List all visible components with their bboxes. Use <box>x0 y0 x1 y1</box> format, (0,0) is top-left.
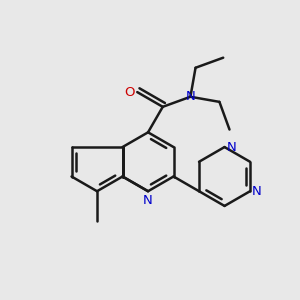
Text: O: O <box>124 85 134 99</box>
Text: N: N <box>186 90 195 103</box>
Text: N: N <box>252 185 262 198</box>
Text: N: N <box>143 194 153 207</box>
Text: N: N <box>226 141 236 154</box>
